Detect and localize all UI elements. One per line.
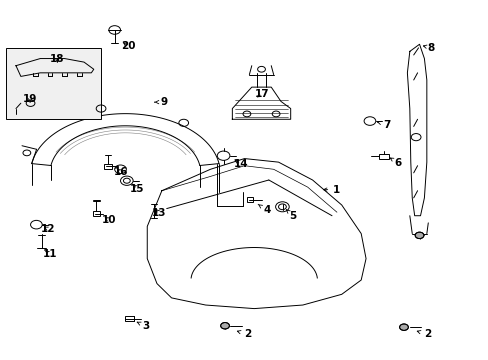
Text: 13: 13: [152, 208, 166, 218]
Text: 15: 15: [130, 184, 144, 194]
Text: 19: 19: [23, 94, 37, 104]
Text: 10: 10: [102, 215, 116, 225]
Text: 14: 14: [233, 159, 248, 169]
Text: 6: 6: [389, 158, 401, 168]
Circle shape: [399, 324, 407, 330]
Text: 2: 2: [237, 329, 250, 339]
Text: 8: 8: [423, 43, 434, 53]
Text: 3: 3: [137, 321, 150, 332]
Text: 5: 5: [286, 210, 296, 221]
Bar: [378, 154, 388, 158]
Text: 9: 9: [154, 97, 167, 107]
Text: 2: 2: [416, 329, 430, 339]
Text: 17: 17: [255, 89, 269, 99]
Text: 20: 20: [122, 41, 136, 51]
Text: 12: 12: [41, 224, 55, 234]
Bar: [246, 197, 252, 202]
Bar: [104, 163, 112, 169]
Bar: [124, 316, 133, 321]
Text: 7: 7: [377, 120, 390, 130]
Text: 1: 1: [323, 185, 340, 195]
Text: 18: 18: [50, 54, 64, 64]
Text: 4: 4: [258, 204, 270, 215]
FancyBboxPatch shape: [6, 48, 101, 119]
Circle shape: [220, 323, 229, 329]
Text: 11: 11: [42, 249, 57, 259]
Bar: [93, 211, 100, 216]
Text: 16: 16: [114, 167, 128, 177]
Circle shape: [414, 232, 423, 239]
